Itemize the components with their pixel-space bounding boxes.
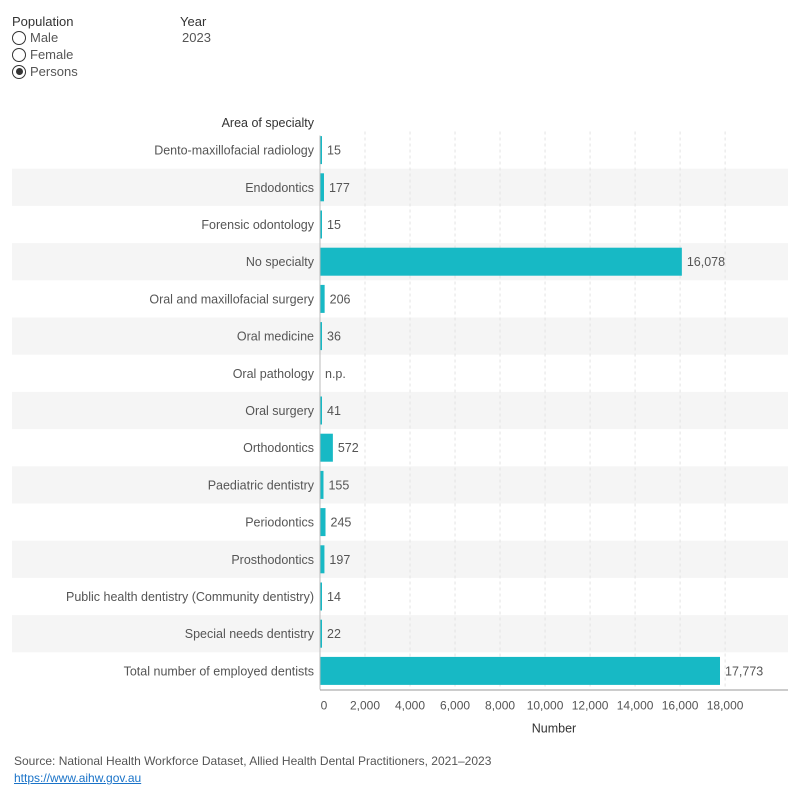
year-value[interactable]: 2023: [182, 30, 211, 45]
value-label: 177: [329, 181, 350, 195]
bar: [320, 582, 322, 611]
category-label: Public health dentistry (Community denti…: [66, 590, 314, 604]
source-note: Source: National Health Workforce Datase…: [14, 754, 492, 768]
year-filter: Year 2023: [180, 14, 211, 45]
value-label: 36: [327, 330, 341, 344]
category-label: Dento-maxillofacial radiology: [154, 144, 315, 158]
radio-option-label: Persons: [30, 64, 78, 79]
bar: [320, 396, 322, 425]
value-label: 15: [327, 218, 341, 232]
value-label: 572: [338, 441, 359, 455]
value-label: 41: [327, 404, 341, 418]
radio-option-label: Female: [30, 47, 74, 62]
value-label: 155: [328, 478, 349, 492]
population-filter: Population Male Female Persons: [12, 14, 78, 80]
bar: [320, 173, 324, 202]
bar: [320, 433, 333, 462]
x-tick-label: 14,000: [617, 699, 654, 713]
radio-option-label: Male: [30, 30, 59, 45]
value-label: 206: [330, 292, 351, 306]
bar: [320, 322, 322, 351]
bar: [320, 136, 322, 165]
value-label: 17,773: [725, 664, 763, 678]
bar: [320, 284, 325, 313]
radio-option-persons[interactable]: Persons: [12, 63, 78, 80]
radio-button-icon[interactable]: [12, 30, 26, 45]
category-label: Oral pathology: [233, 367, 315, 381]
x-tick-label: 0: [321, 699, 328, 713]
bar: [320, 210, 322, 239]
population-filter-title: Population: [12, 14, 74, 29]
x-tick-label: 10,000: [527, 699, 564, 713]
row-band: [12, 540, 788, 578]
value-label: n.p.: [325, 367, 346, 381]
x-tick-label: 18,000: [707, 699, 744, 713]
x-tick-label: 12,000: [572, 699, 609, 713]
x-axis-title: Number: [532, 722, 576, 736]
bar: [320, 619, 322, 648]
category-label: Forensic odontology: [201, 218, 314, 232]
category-header: Area of specialty: [222, 116, 315, 130]
bar: [320, 247, 682, 276]
value-label: 245: [331, 516, 352, 530]
x-tick-label: 2,000: [350, 699, 380, 713]
category-label: Periodontics: [245, 516, 314, 530]
category-label: Oral surgery: [245, 404, 315, 418]
radio-option-male[interactable]: Male: [12, 29, 78, 46]
category-label: Special needs dentistry: [185, 627, 315, 641]
row-band: [12, 317, 788, 355]
bar: [320, 545, 325, 574]
row-band: [12, 168, 788, 206]
bar: [320, 470, 324, 499]
category-label: Paediatric dentistry: [208, 478, 315, 492]
category-label: Endodontics: [245, 181, 314, 195]
radio-button-icon[interactable]: [12, 64, 26, 79]
category-label: Oral and maxillofacial surgery: [149, 292, 314, 306]
category-label: Total number of employed dentists: [124, 664, 314, 678]
category-label: Prosthodontics: [231, 553, 314, 567]
category-label: Orthodontics: [243, 441, 314, 455]
x-tick-label: 4,000: [395, 699, 425, 713]
x-tick-label: 6,000: [440, 699, 470, 713]
category-label: No specialty: [246, 255, 315, 269]
value-label: 22: [327, 627, 341, 641]
row-band: [12, 391, 788, 430]
x-tick-label: 16,000: [662, 699, 699, 713]
value-label: 16,078: [687, 255, 725, 269]
category-label: Oral medicine: [237, 330, 314, 344]
row-band: [12, 466, 788, 504]
value-label: 14: [327, 590, 341, 604]
radio-option-female[interactable]: Female: [12, 46, 78, 63]
value-label: 15: [327, 144, 341, 158]
year-filter-title: Year: [180, 14, 207, 29]
bar: [320, 656, 720, 685]
radio-button-icon[interactable]: [12, 47, 26, 62]
value-label: 197: [329, 553, 350, 567]
source-link[interactable]: https://www.aihw.gov.au: [14, 771, 142, 785]
row-band: [12, 615, 788, 653]
bar: [320, 508, 326, 537]
x-tick-label: 8,000: [485, 699, 515, 713]
